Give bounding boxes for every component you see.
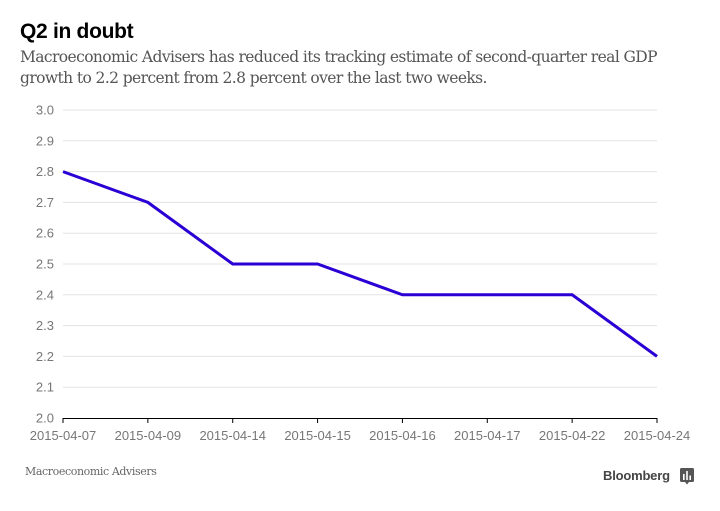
series-layer xyxy=(62,170,658,358)
y-tick-label: 2.8 xyxy=(36,164,54,179)
y-tick-label: 2.6 xyxy=(36,226,54,241)
x-tick-label: 2015-04-15 xyxy=(284,428,351,443)
bar-chart-icon xyxy=(680,468,694,485)
y-tick-label: 2.5 xyxy=(36,257,54,272)
y-tick-label: 2.9 xyxy=(36,133,54,148)
source-note: Macroeconomic Advisers xyxy=(25,465,157,478)
brand-logo: Bloomberg xyxy=(603,468,670,483)
gridlines xyxy=(63,109,657,388)
y-tick-label: 3.0 xyxy=(36,103,54,118)
x-tick-label: 2015-04-07 xyxy=(30,428,97,443)
x-tick-label: 2015-04-24 xyxy=(624,428,691,443)
x-tick-label: 2015-04-22 xyxy=(539,428,606,443)
x-tick-label: 2015-04-09 xyxy=(115,428,182,443)
y-tick-label: 2.4 xyxy=(36,287,54,302)
y-axis: 2.0 2.1 2.2 2.3 2.4 2.5 2.6 2.7 2.8 2.9 3.0 xyxy=(36,103,54,426)
y-tick-label: 2.0 xyxy=(36,411,54,426)
y-tick-label: 2.3 xyxy=(36,318,54,333)
x-axis: 2015-04-07 2015-04-09 2015-04-14 2015-04-15… xyxy=(30,418,691,443)
y-tick-label: 2.1 xyxy=(36,380,54,395)
chart-title: Q2 in doubt xyxy=(20,20,134,43)
x-tick-label: 2015-04-17 xyxy=(454,428,521,443)
y-tick-label: 2.7 xyxy=(36,195,54,210)
y-tick-label: 2.2 xyxy=(36,349,54,364)
chart-subtitle: Macroeconomic Advisers has reduced its t… xyxy=(20,48,658,87)
series-line xyxy=(62,170,658,358)
x-tick-label: 2015-04-14 xyxy=(199,428,266,443)
x-tick-label: 2015-04-16 xyxy=(369,428,436,443)
